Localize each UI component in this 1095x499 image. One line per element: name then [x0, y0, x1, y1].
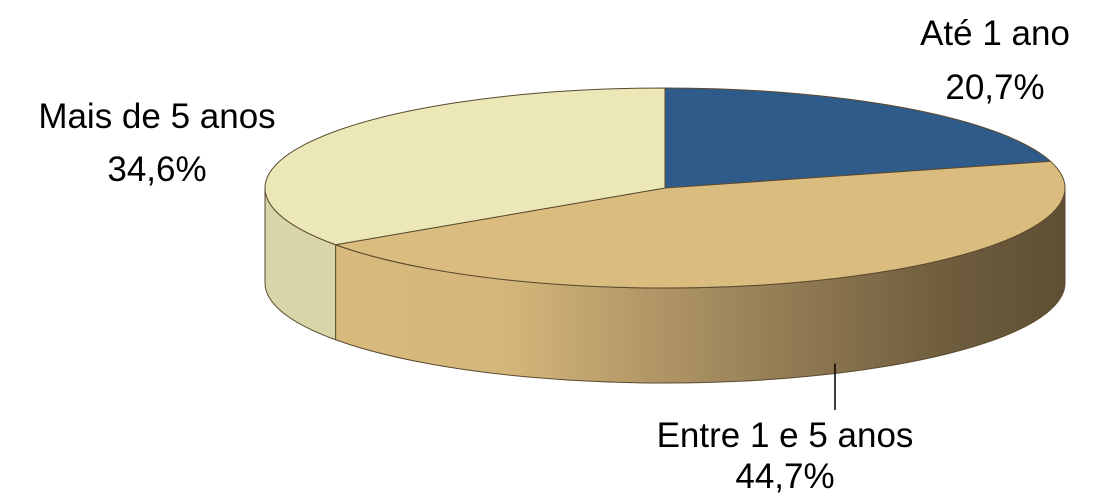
slice-label-mais-de-5-anos: Mais de 5 anos — [38, 97, 275, 136]
pie-tops — [264, 87, 1066, 289]
slice-value-mais-de-5-anos: 34,6% — [107, 150, 206, 189]
pie-slice-mais-de-5-anos — [264, 87, 666, 246]
slice-label-entre-1-e-5-anos: Entre 1 e 5 anos — [657, 416, 914, 455]
slice-value-entre-1-e-5-anos: 44,7% — [735, 457, 834, 496]
pie-slice-ate-1-ano — [664, 87, 1052, 189]
pie-slice-entre-1-e-5-anos — [333, 160, 1066, 289]
slice-value-ate-1-ano: 20,7% — [945, 68, 1044, 107]
slice-label-ate-1-ano: Até 1 ano — [920, 14, 1070, 53]
